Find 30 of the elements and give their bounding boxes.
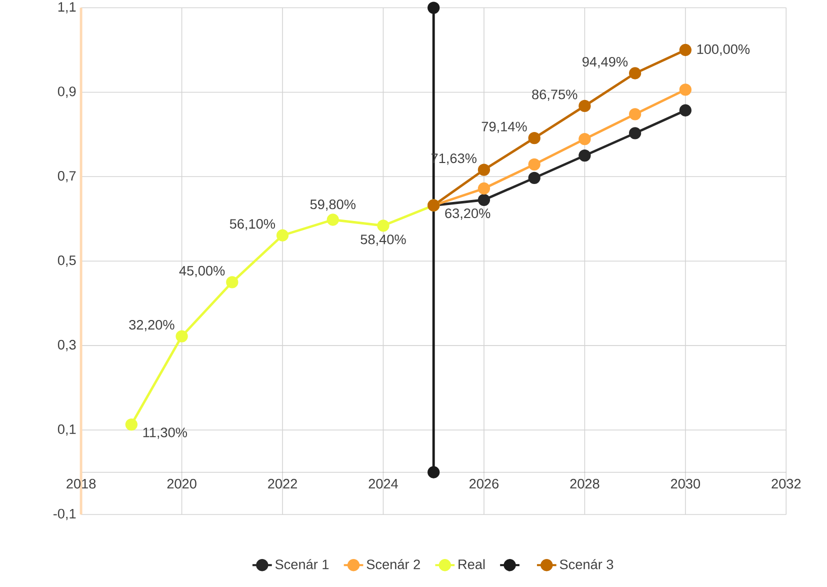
- y-tick-label: 0,9: [58, 86, 76, 98]
- data-label: 32,20%: [129, 320, 174, 332]
- data-label: 58,40%: [360, 234, 406, 246]
- data-label: 63,20%: [445, 208, 490, 220]
- y-tick-label: 0,7: [58, 170, 76, 182]
- data-label: 86,75%: [532, 89, 578, 101]
- x-tick-label: 2020: [167, 478, 196, 488]
- x-tick-label: 2030: [670, 478, 700, 488]
- data-label: 56,10%: [230, 218, 276, 230]
- data-label: 79,14%: [482, 122, 527, 133]
- data-label: 45,00%: [179, 266, 225, 277]
- data-label: 100,00%: [697, 44, 750, 56]
- y-tick-label: 0,1: [58, 424, 76, 436]
- x-tick-label: 2022: [268, 478, 297, 488]
- data-label: 94,49%: [582, 56, 628, 68]
- x-tick-label: 2026: [470, 478, 499, 488]
- x-tick-label: 2028: [570, 478, 600, 488]
- x-tick-label: 2018: [66, 478, 96, 488]
- legend-label: Scenár 1: [275, 558, 329, 570]
- legend-label: Real: [458, 558, 485, 569]
- x-tick-label: 2032: [772, 478, 801, 488]
- legend-label: Scenár 3: [560, 558, 614, 570]
- y-tick-label: 0,3: [58, 340, 76, 351]
- y-tick-label: 1,1: [58, 2, 76, 14]
- y-tick-label: 0,5: [58, 255, 76, 267]
- legend-label: Scenár 2: [366, 558, 420, 570]
- data-label: 59,80%: [310, 199, 356, 211]
- y-tick-label: -0,1: [53, 508, 76, 520]
- data-label: 11,30%: [143, 427, 187, 439]
- x-tick-label: 2024: [368, 478, 398, 488]
